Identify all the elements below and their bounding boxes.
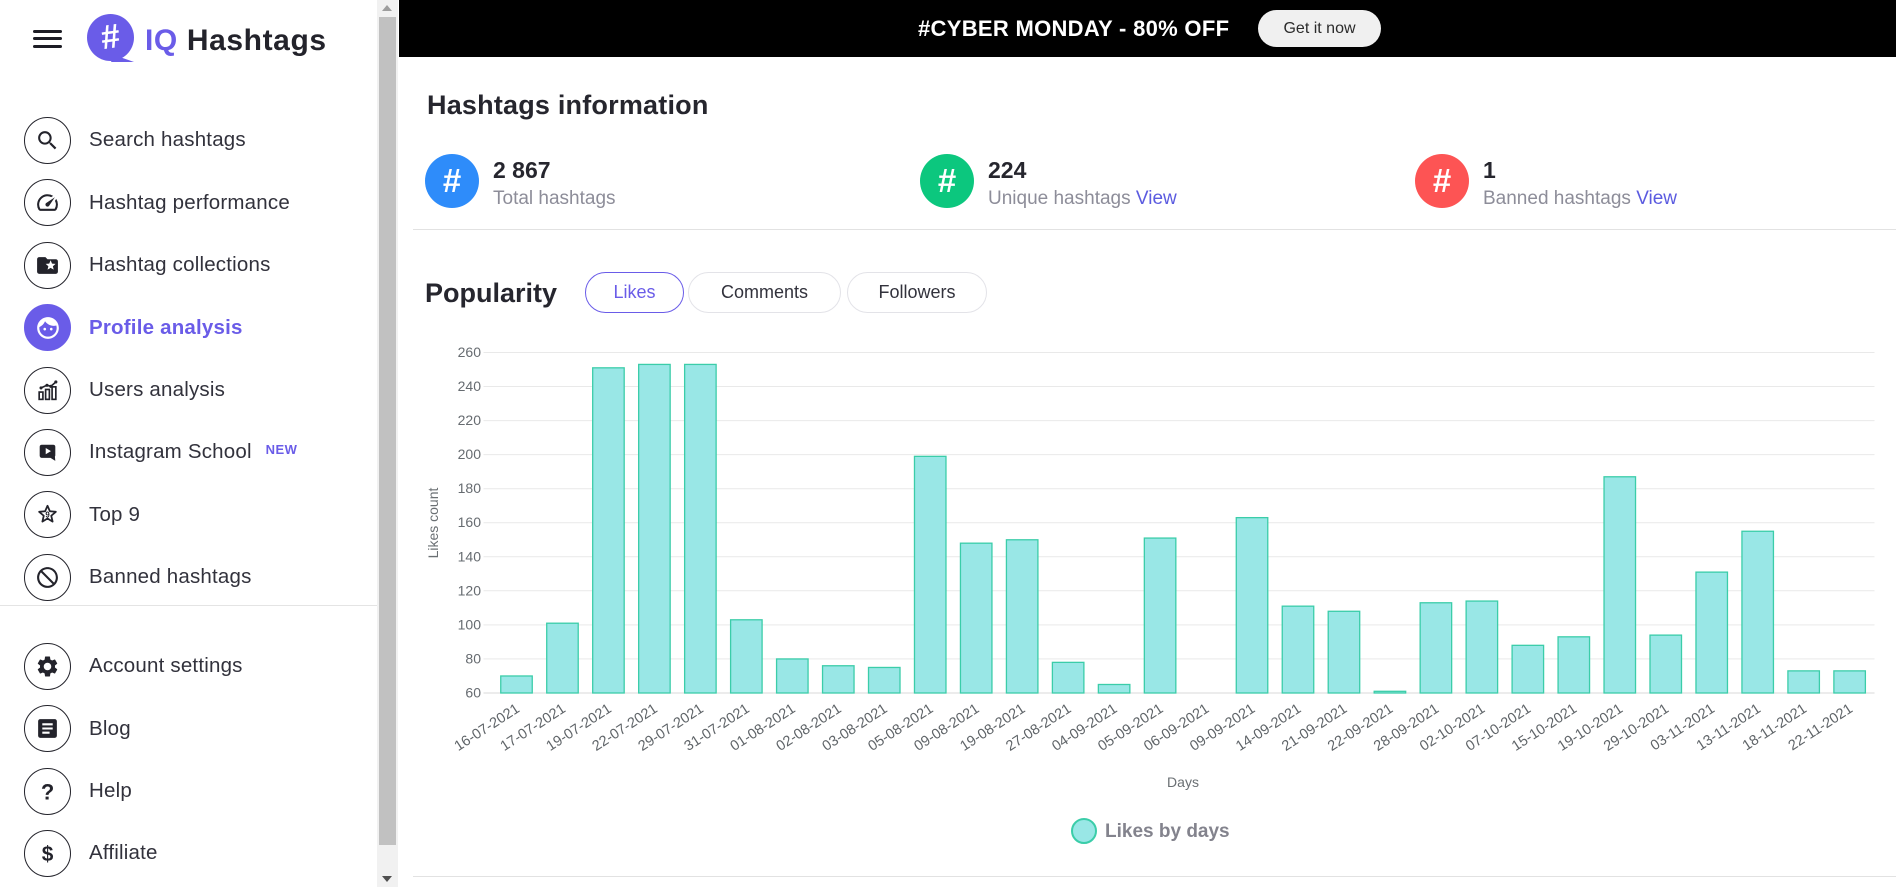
svg-text:160: 160 [458,514,482,530]
svg-text:?: ? [41,779,54,804]
svg-text:100: 100 [458,616,482,632]
svg-text:9: 9 [45,511,50,520]
svg-text:60: 60 [465,685,481,701]
svg-text:240: 240 [458,378,482,394]
svg-text:260: 260 [458,344,482,360]
svg-text:200: 200 [458,446,482,462]
svg-text:220: 220 [458,412,482,428]
svg-text:180: 180 [458,480,482,496]
svg-text:Likes count: Likes count [425,487,441,558]
svg-text:$: $ [42,842,54,865]
svg-text:80: 80 [465,650,481,666]
svg-text:Days: Days [1167,774,1199,790]
svg-text:120: 120 [458,582,482,598]
svg-text:140: 140 [458,548,482,564]
